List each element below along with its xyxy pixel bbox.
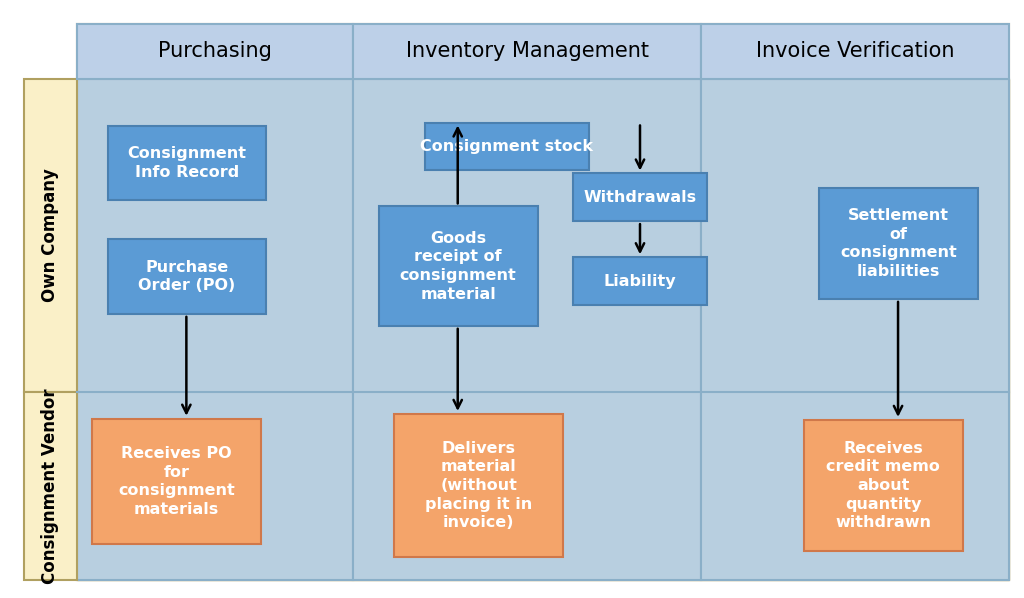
Text: Consignment Vendor: Consignment Vendor xyxy=(41,388,59,584)
FancyBboxPatch shape xyxy=(425,123,589,170)
FancyBboxPatch shape xyxy=(77,79,353,580)
FancyBboxPatch shape xyxy=(573,257,707,305)
FancyBboxPatch shape xyxy=(108,126,266,200)
FancyBboxPatch shape xyxy=(77,392,1009,580)
Text: Withdrawals: Withdrawals xyxy=(584,190,696,205)
Text: Goods
receipt of
consignment
material: Goods receipt of consignment material xyxy=(399,231,517,301)
FancyBboxPatch shape xyxy=(24,79,77,392)
FancyBboxPatch shape xyxy=(353,79,701,580)
FancyBboxPatch shape xyxy=(819,188,978,299)
Text: Consignment stock: Consignment stock xyxy=(421,139,593,154)
FancyBboxPatch shape xyxy=(701,24,1009,79)
FancyBboxPatch shape xyxy=(701,79,1009,580)
Text: Liability: Liability xyxy=(604,273,676,289)
FancyBboxPatch shape xyxy=(77,24,353,79)
FancyBboxPatch shape xyxy=(77,79,1009,392)
Text: Consignment
Info Record: Consignment Info Record xyxy=(127,146,247,180)
Text: Delivers
material
(without
placing it in
invoice): Delivers material (without placing it in… xyxy=(425,441,532,530)
Text: Receives
credit memo
about
quantity
withdrawn: Receives credit memo about quantity with… xyxy=(826,441,940,530)
Text: Purchasing: Purchasing xyxy=(158,41,272,62)
FancyBboxPatch shape xyxy=(108,239,266,314)
FancyBboxPatch shape xyxy=(573,173,707,221)
Text: Inventory Management: Inventory Management xyxy=(406,41,649,62)
FancyBboxPatch shape xyxy=(77,24,1009,580)
Text: Invoice Verification: Invoice Verification xyxy=(756,41,954,62)
FancyBboxPatch shape xyxy=(379,206,538,326)
Text: Receives PO
for
consignment
materials: Receives PO for consignment materials xyxy=(118,446,236,517)
FancyBboxPatch shape xyxy=(804,420,963,551)
FancyBboxPatch shape xyxy=(353,24,701,79)
Text: Purchase
Order (PO): Purchase Order (PO) xyxy=(138,260,236,294)
FancyBboxPatch shape xyxy=(24,392,77,580)
FancyBboxPatch shape xyxy=(92,419,261,544)
Text: Own Company: Own Company xyxy=(41,169,59,302)
FancyBboxPatch shape xyxy=(394,414,563,557)
Text: Settlement
of
consignment
liabilities: Settlement of consignment liabilities xyxy=(840,208,957,279)
